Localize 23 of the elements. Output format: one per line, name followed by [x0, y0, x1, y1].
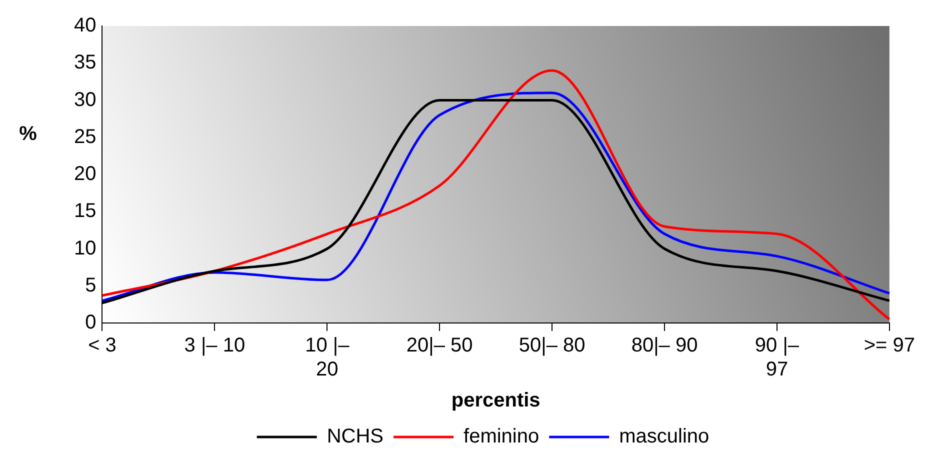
x-tick-label: 3 |– 10	[184, 334, 246, 357]
x-tick-label: 50|– 80	[518, 334, 586, 357]
line-series	[100, 69, 891, 321]
y-tick-label: 15	[74, 200, 96, 222]
x-axis-title: percentis	[451, 390, 540, 412]
legend-label: feminino	[464, 426, 540, 448]
x-tick-label: 20|– 50	[406, 334, 473, 357]
x-tick-label: 10 |– 20	[305, 334, 350, 381]
y-tick-label: 40	[74, 14, 96, 37]
legend-label: masculino	[619, 426, 710, 448]
y-axis-title: %	[19, 123, 38, 146]
x-tick-label: 90 |– 97	[754, 334, 800, 381]
y-tick-label: 35	[74, 52, 96, 74]
x-tick-label: < 3	[88, 334, 116, 357]
x-tick-label: >= 97	[864, 334, 916, 357]
y-tick-label: 5	[85, 274, 96, 296]
x-tick-label: 80|– 90	[631, 334, 698, 357]
y-tick-label: 10	[74, 237, 96, 260]
y-tick-label: 30	[74, 88, 96, 111]
legend-label: NCHS	[326, 426, 384, 448]
y-tick-label: 25	[74, 126, 96, 148]
y-tick-label: 20	[74, 163, 96, 186]
y-tick-label: 0	[85, 312, 96, 334]
